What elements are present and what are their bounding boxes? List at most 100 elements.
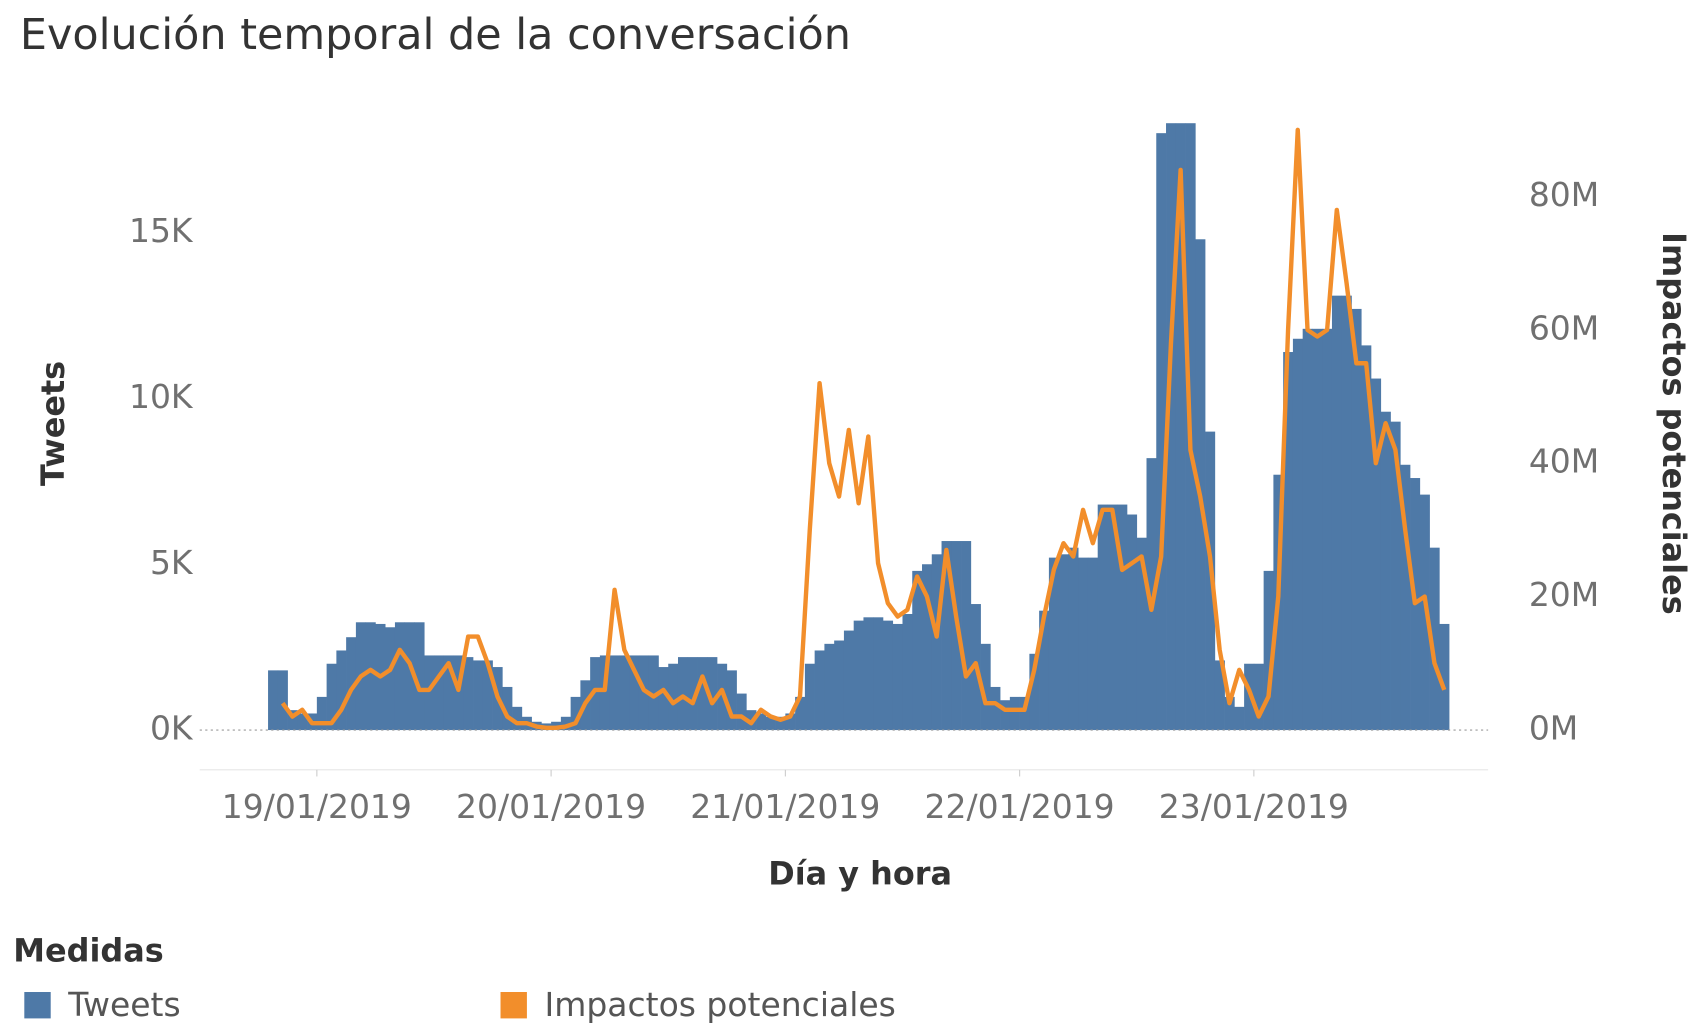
bar [951, 541, 962, 731]
bar [1156, 133, 1167, 731]
bar [717, 663, 728, 731]
bar [941, 541, 952, 731]
x-tick-label: 23/01/2019 [1159, 787, 1349, 826]
bar [502, 686, 513, 731]
bar [287, 710, 298, 731]
bar [980, 643, 991, 731]
bar [1126, 514, 1138, 731]
bar [1087, 557, 1099, 731]
y-tick-label: 0K [150, 709, 194, 748]
bar [394, 622, 406, 731]
legend-label: Impactos potenciales [545, 985, 896, 1024]
bar [268, 670, 279, 731]
bar [433, 655, 445, 731]
bar [834, 640, 845, 731]
bar [629, 655, 640, 731]
bar [1214, 660, 1225, 731]
line [280, 127, 1447, 731]
bar [756, 713, 767, 731]
bar [1058, 554, 1069, 731]
bar [707, 657, 718, 731]
bar [1205, 431, 1216, 731]
bar [336, 650, 347, 731]
bar [1009, 696, 1020, 731]
y-tick-label: 15K [129, 211, 194, 250]
bar [882, 620, 894, 731]
bar [1068, 547, 1079, 731]
legend-swatch [500, 992, 527, 1019]
bar [590, 657, 601, 731]
bar [648, 655, 659, 731]
bar [1078, 557, 1089, 731]
x-tick-label: 20/01/2019 [456, 787, 646, 826]
bar [482, 660, 493, 731]
bar [843, 630, 855, 731]
bar [804, 663, 815, 731]
bar [570, 696, 581, 731]
y-axis-title: Tweets [34, 361, 72, 486]
bar [892, 623, 903, 731]
bar [814, 650, 825, 731]
y2-tick-label: 0M [1529, 708, 1578, 747]
bar [560, 716, 571, 731]
legend-title: Medidas [13, 931, 163, 969]
bar [424, 655, 435, 731]
bar [1244, 663, 1255, 731]
bar [1302, 328, 1313, 731]
bar [824, 643, 835, 731]
bar [1234, 706, 1245, 731]
bar [1361, 345, 1372, 731]
bar [1136, 537, 1147, 731]
bar [365, 622, 376, 731]
bar [677, 657, 689, 731]
bar [1019, 696, 1030, 731]
y-tick-label: 10K [129, 377, 194, 416]
bar [961, 541, 972, 731]
bar [775, 716, 786, 731]
bar [1175, 123, 1186, 731]
bar [1371, 378, 1382, 731]
bar [1283, 352, 1294, 731]
bar [1341, 295, 1352, 731]
bar [1253, 663, 1264, 731]
bar [277, 670, 288, 731]
bar [1048, 557, 1059, 731]
bar [726, 670, 737, 731]
x-tick-label: 22/01/2019 [925, 787, 1115, 826]
bar [912, 570, 923, 731]
bar [902, 613, 913, 731]
bar [1117, 504, 1128, 731]
bar [1429, 547, 1440, 731]
bar [1224, 696, 1235, 731]
bar [1351, 308, 1362, 731]
bar [1000, 700, 1011, 731]
bar [1380, 411, 1391, 731]
bar [668, 663, 679, 731]
bar [736, 693, 747, 731]
bar [297, 713, 308, 731]
bar [853, 620, 864, 731]
bar [1322, 328, 1333, 731]
legend-swatch [24, 992, 51, 1019]
bar [463, 657, 474, 731]
bar [512, 706, 523, 731]
bar [1029, 653, 1040, 731]
bar [1166, 123, 1177, 731]
legend-label: Tweets [67, 985, 180, 1024]
y-tick-label: 5K [150, 543, 194, 582]
y2-axis-title: Impactos potenciales [1655, 232, 1693, 615]
bar [697, 657, 708, 731]
bar [414, 622, 425, 731]
bar [404, 622, 415, 731]
y2-tick-label: 40M [1529, 442, 1599, 481]
bar [765, 716, 776, 731]
bar [1400, 464, 1411, 731]
bar [687, 657, 698, 731]
bar [1312, 328, 1323, 731]
bar [619, 655, 630, 731]
bar [1039, 610, 1050, 731]
y2-tick-label: 20M [1529, 575, 1599, 614]
bar [1263, 570, 1274, 731]
bar [1146, 458, 1157, 731]
